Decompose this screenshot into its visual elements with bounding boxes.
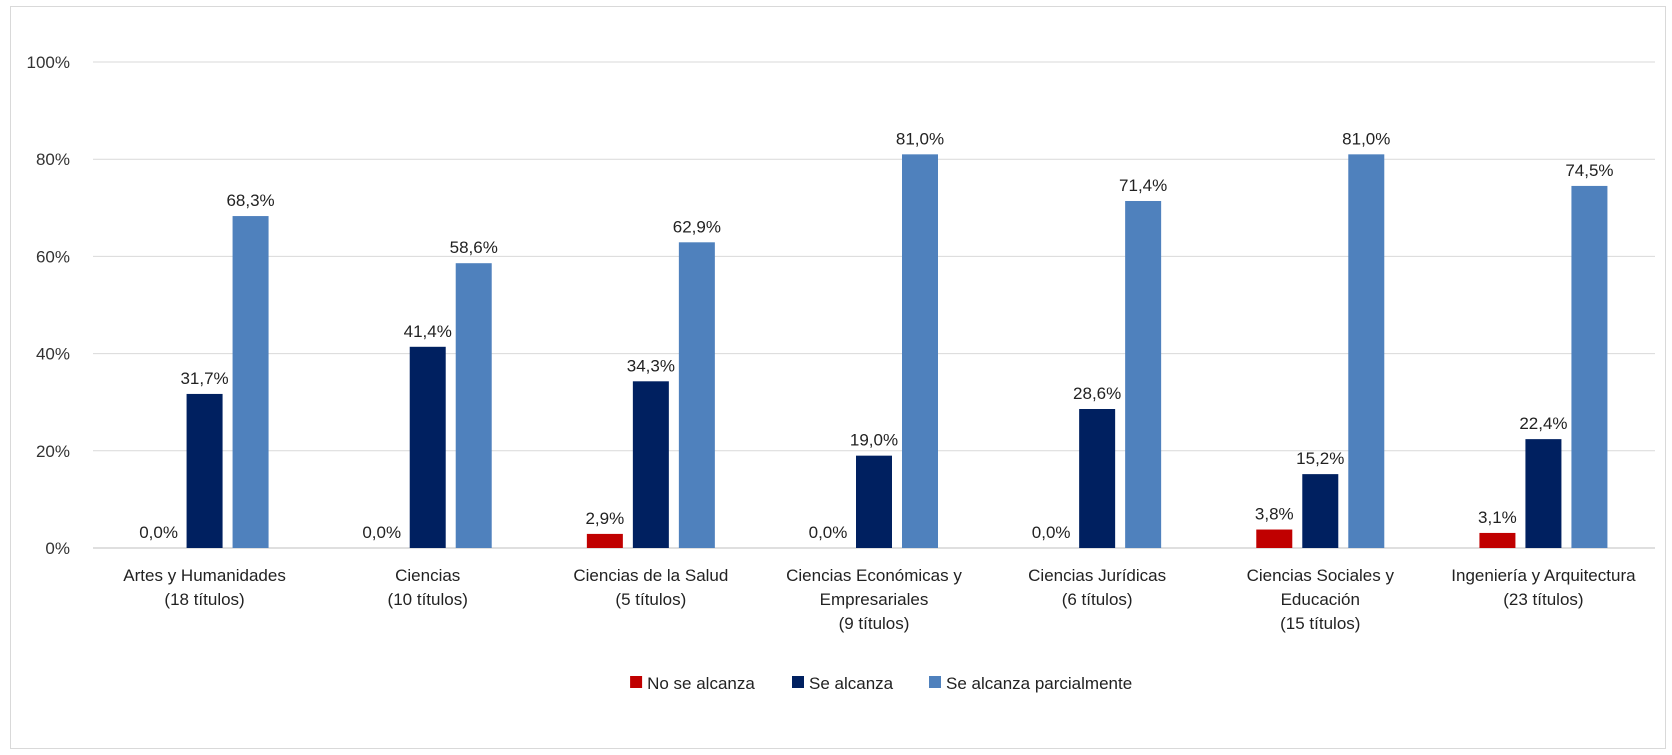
bar [1125,200,1162,548]
data-label: 58,6% [450,238,498,257]
data-label: 34,3% [627,356,675,375]
y-tick-label: 20% [36,442,70,461]
bar [902,154,938,548]
data-label: 3,8% [1255,505,1294,524]
legend-label: Se alcanza parcialmente [946,674,1132,693]
legend-swatch [630,676,643,688]
bar [409,346,446,548]
bar [1348,154,1385,548]
legend-swatch [929,676,941,688]
bar [1302,474,1339,548]
data-label: 41,4% [404,322,452,341]
bar [1571,185,1608,548]
data-label: 68,3% [226,191,274,210]
bar [1525,439,1562,548]
data-label: 15,2% [1296,449,1344,468]
legend-label: No se alcanza [647,674,755,693]
data-label: 22,4% [1519,414,1567,433]
data-label: 2,9% [585,509,624,528]
bar [1079,409,1116,548]
bar [678,242,715,548]
data-label: 81,0% [1342,129,1390,148]
data-label: 0,0% [139,523,178,542]
y-tick-label: 80% [36,150,70,169]
y-tick-label: 60% [36,247,70,266]
category-label: Ciencias Económicas y Empresariales (9 tít… [786,566,962,633]
data-label: 81,0% [896,129,944,148]
data-label: 0,0% [809,523,848,542]
data-label: 71,4% [1119,176,1167,195]
data-label: 0,0% [362,523,401,542]
category-label: Ciencias (10 títulos) [388,566,468,609]
legend-label: Se alcanza [809,674,894,693]
category-label: Artes y Humanidades (18 títulos) [123,566,286,609]
category-label: Ciencias Sociales y Educación (15 títulos) [1247,566,1395,633]
y-tick-label: 0% [45,539,70,558]
bar [1479,532,1516,548]
bar [455,263,492,548]
y-tick-label: 100% [27,53,70,72]
data-label: 3,1% [1478,508,1517,527]
chart-frame [10,6,1666,749]
category-label: Ciencias Jurídicas (6 títulos) [1028,566,1166,609]
data-label: 74,5% [1565,161,1613,180]
bar [1256,529,1293,548]
y-tick-label: 40% [36,345,70,364]
category-label: Ingeniería y Arquitectura (23 títulos) [1451,566,1636,609]
bar [632,381,669,548]
data-label: 28,6% [1073,384,1121,403]
data-label: 0,0% [1032,523,1071,542]
bar [586,533,623,548]
bar [856,455,892,548]
legend-swatch [792,676,804,688]
bar [186,393,223,548]
data-label: 19,0% [850,431,898,450]
data-label: 31,7% [180,369,228,388]
category-label: Ciencias de la Salud (5 títulos) [573,566,728,609]
data-label: 62,9% [673,217,721,236]
bar [232,216,269,548]
